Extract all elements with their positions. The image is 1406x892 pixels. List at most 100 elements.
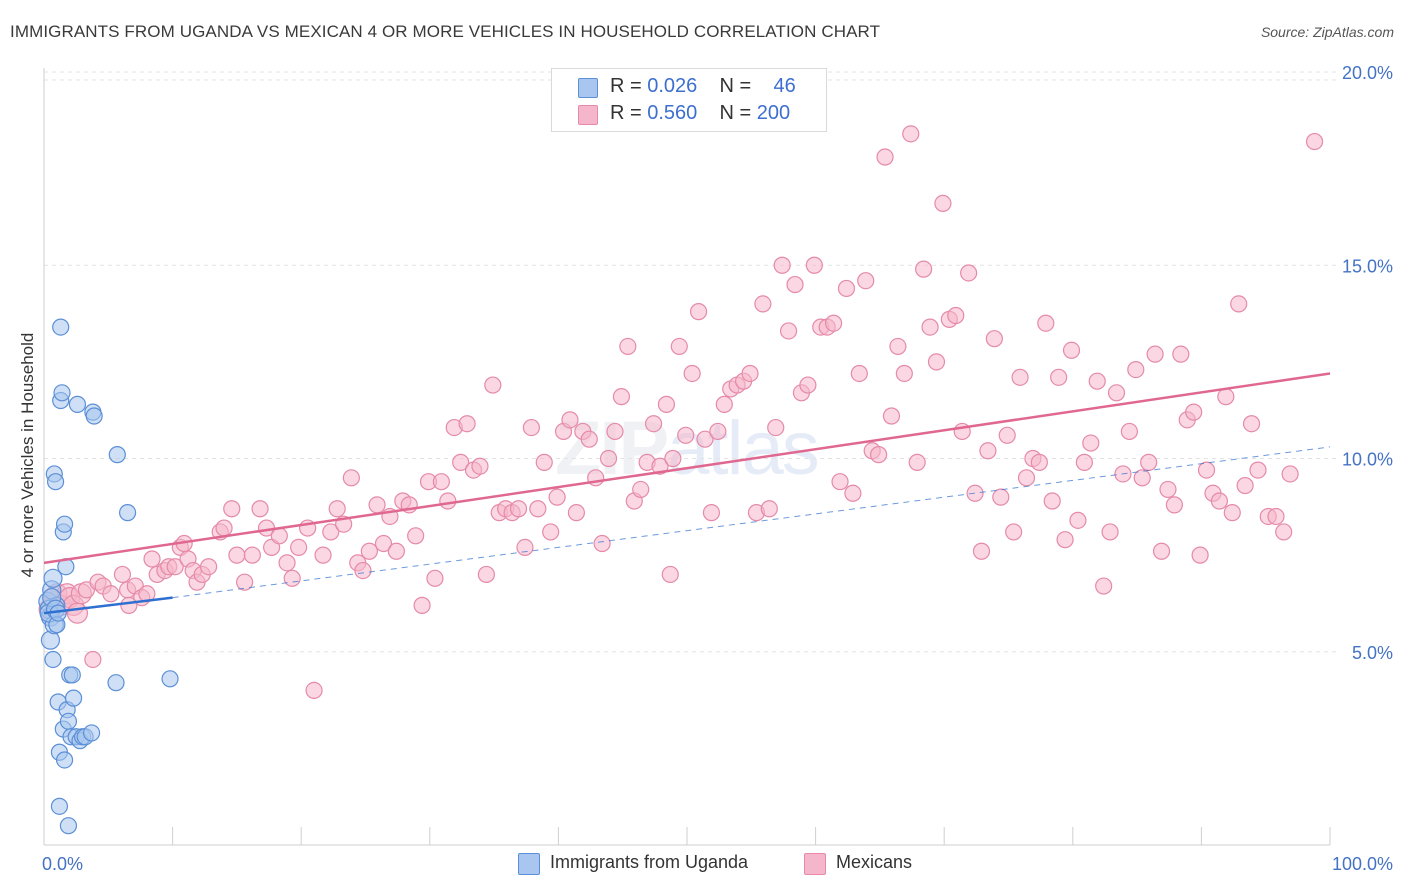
y-axis-title: 4 or more Vehicles in Household [18,332,37,578]
mexican-point [1127,361,1145,379]
mexican-point [857,272,875,290]
mexican-point [432,473,450,491]
mexican-point [960,264,978,282]
legend-n-value-uganda: 46 [773,75,796,97]
mexican-point [407,527,425,545]
mexican-point [908,453,926,471]
mexican-point [657,395,676,413]
mexican-point [972,542,991,560]
mexican-point [683,364,701,383]
uganda-point [55,515,74,533]
uganda-point [52,318,70,336]
mexican-point [278,554,296,572]
legend-n-label: N = [719,75,757,97]
mexican-point [1172,345,1190,363]
mexican-point [1101,523,1119,541]
mexican-point [66,602,89,624]
mexican-point [786,275,804,294]
legend-swatch-mexicans [804,853,826,875]
mexican-point [889,337,907,356]
uganda-point [53,384,71,402]
mexican-point [934,194,952,213]
uganda-trend-line [43,596,173,615]
mexican-point [1217,388,1235,406]
mexican-point [644,415,663,433]
mexican-point [709,422,727,441]
mexican-point [354,561,372,580]
mexican-point [1062,341,1081,359]
mexican-point [1095,577,1113,595]
mexican-trend-line [43,372,1331,565]
mexican-point [689,303,708,321]
mexican-point [767,418,785,437]
mexican-point [314,546,332,564]
mexican-point [882,407,901,425]
mexican-point [1146,345,1164,363]
uganda-point [161,670,179,688]
mexican-point [779,322,798,340]
uganda-point [63,666,81,684]
mexican-point [113,565,132,584]
mexican-point [664,449,682,468]
mexican-point [947,306,965,325]
legend-n-label: N = [719,102,757,124]
mexican-point [102,585,120,603]
mexican-point [1305,132,1324,151]
mexican-point [516,538,534,556]
mexican-point [831,473,849,491]
uganda-point [59,712,78,730]
mexican-point [477,565,495,584]
watermark-atlas: atlas [667,406,820,491]
mexican-point [251,500,269,518]
mexican-point [535,453,553,471]
mexican-point [1030,453,1048,471]
mexican-point [228,546,246,564]
mexican-point [322,523,340,541]
mexican-point [966,484,984,502]
mexican-point [236,573,254,591]
mexican-point [870,446,888,464]
uganda-trend-extension [172,446,1331,599]
mexican-point [542,523,560,541]
uganda-point [68,395,87,413]
mexican-point [612,388,631,406]
mexican-point [1230,295,1248,313]
mexican-point [1165,496,1183,514]
mexican-point [143,550,161,568]
mexican-point [921,318,939,336]
mexican-point [426,569,444,587]
legend-swatch-mexicans [578,105,598,125]
mexican-point [1069,511,1087,529]
mexican-point [985,330,1003,348]
mexican-point [342,469,360,487]
mexican-point [387,542,405,560]
uganda-point [85,407,103,425]
mexican-point [661,565,679,584]
legend-r-label: R = [610,102,648,124]
mexican-point [368,496,386,514]
mexican-point [992,488,1010,506]
mexican-point [1107,384,1126,402]
mexican-point [1185,403,1203,421]
mexican-point [374,534,393,553]
chart-source: Source: ZipAtlas.com [1260,24,1394,40]
mexican-point [471,457,489,475]
mexican-point [120,596,138,614]
mexican-point [1210,492,1229,510]
uganda-point [108,446,126,464]
legend-swatch-uganda [578,78,598,98]
mexican-point [529,500,547,518]
mexican-point [283,569,301,587]
mexican-point [305,681,323,700]
mexican-point [606,422,624,441]
mexican-point [452,453,470,471]
uganda-point [59,817,78,835]
mexican-point [166,558,184,576]
mexican-point [215,519,233,537]
mexican-point [895,364,913,383]
mexican-point [328,500,346,518]
mexican-point [522,418,540,437]
uganda-point [44,650,62,669]
mexican-point [1197,461,1216,479]
